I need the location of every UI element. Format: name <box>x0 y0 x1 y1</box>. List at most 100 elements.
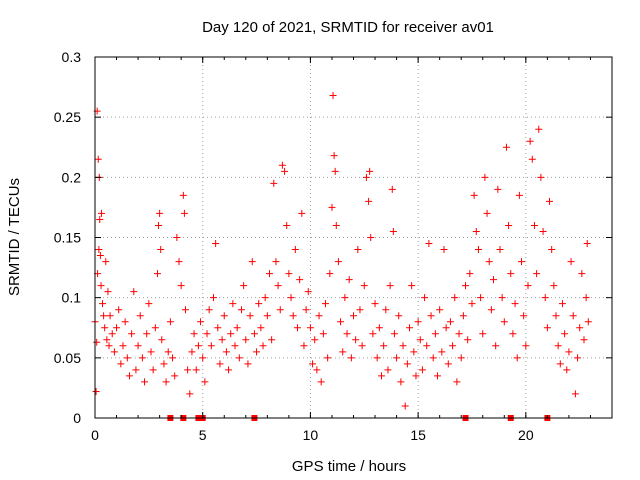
data-point <box>110 348 118 356</box>
data-point <box>181 306 189 314</box>
data-point <box>498 294 506 302</box>
data-point <box>457 354 465 362</box>
data-point <box>358 342 366 350</box>
data-point <box>341 294 349 302</box>
data-point <box>436 306 444 314</box>
data-point <box>345 276 353 284</box>
data-point <box>151 324 159 332</box>
data-point <box>190 330 198 338</box>
data-point <box>464 336 472 344</box>
data-point <box>462 282 470 290</box>
data-point <box>306 324 314 332</box>
y-tick-label: 0.15 <box>54 230 81 246</box>
data-point <box>397 378 405 386</box>
data-point <box>237 306 245 314</box>
data-point <box>331 167 339 175</box>
data-point <box>309 360 317 368</box>
data-point <box>225 366 233 374</box>
data-point <box>143 330 151 338</box>
data-point <box>332 221 340 229</box>
data-point <box>337 318 345 326</box>
data-point <box>451 294 459 302</box>
data-point <box>214 324 222 332</box>
data-point <box>156 209 164 217</box>
data-point <box>93 338 101 346</box>
data-point <box>276 306 284 314</box>
data-point <box>194 342 202 350</box>
data-point <box>274 282 282 290</box>
data-point <box>365 197 373 205</box>
data-point <box>209 294 217 302</box>
data-point <box>563 366 571 374</box>
data-point <box>444 360 452 368</box>
data-point <box>222 348 230 356</box>
data-point <box>541 294 549 302</box>
data-point <box>552 312 560 320</box>
data-point <box>494 185 502 193</box>
data-point <box>184 366 192 374</box>
data-point <box>265 270 273 278</box>
data-point <box>96 252 104 260</box>
data-point <box>289 312 297 320</box>
data-point <box>205 306 213 314</box>
data-point <box>102 258 110 266</box>
data-point <box>406 324 414 332</box>
data-point <box>477 294 485 302</box>
data-point <box>240 282 248 290</box>
data-point <box>157 246 165 254</box>
data-point <box>558 300 566 308</box>
data-point <box>235 354 243 362</box>
data-point <box>95 246 103 254</box>
data-point <box>535 125 543 133</box>
data-point <box>203 330 211 338</box>
data-point <box>412 372 420 380</box>
x-tick-labels: 0 5 10 15 20 <box>91 427 534 443</box>
y-tick-label: 0.25 <box>54 109 81 125</box>
data-point <box>136 312 144 320</box>
data-point <box>513 354 521 362</box>
data-point <box>246 312 254 320</box>
data-point <box>244 360 252 368</box>
data-point <box>283 221 291 229</box>
data-point <box>128 330 136 338</box>
data-point <box>395 312 403 320</box>
data-point <box>103 336 111 344</box>
data-point <box>347 354 355 362</box>
data-point <box>386 282 394 290</box>
data-point <box>453 378 461 386</box>
data-point <box>584 318 592 326</box>
data-point <box>291 246 299 254</box>
data-point <box>201 378 209 386</box>
data-point <box>99 300 107 308</box>
data-point <box>390 330 398 338</box>
data-point <box>115 306 123 314</box>
data-point <box>285 270 293 278</box>
data-point <box>455 330 463 338</box>
data-point <box>296 276 304 284</box>
axis-ticks <box>94 56 613 419</box>
data-point <box>393 354 401 362</box>
data-point <box>567 258 575 266</box>
data-point <box>242 336 250 344</box>
data-point <box>317 378 325 386</box>
data-point <box>414 318 422 326</box>
data-point <box>261 294 269 302</box>
data-point <box>218 336 226 344</box>
data-point <box>366 167 374 175</box>
data-point <box>96 215 104 223</box>
data-point <box>388 185 396 193</box>
data-point <box>389 227 397 235</box>
data-point <box>446 318 454 326</box>
data-point <box>574 354 582 362</box>
data-point <box>472 227 480 235</box>
data-point <box>255 300 263 308</box>
data-point <box>382 306 390 314</box>
data-point <box>505 221 513 229</box>
data-point <box>533 270 541 278</box>
data-point <box>485 258 493 266</box>
data-point <box>106 312 114 320</box>
data-point <box>468 300 476 308</box>
data-point <box>319 330 327 338</box>
data-point <box>173 234 181 241</box>
data-point <box>530 221 538 229</box>
